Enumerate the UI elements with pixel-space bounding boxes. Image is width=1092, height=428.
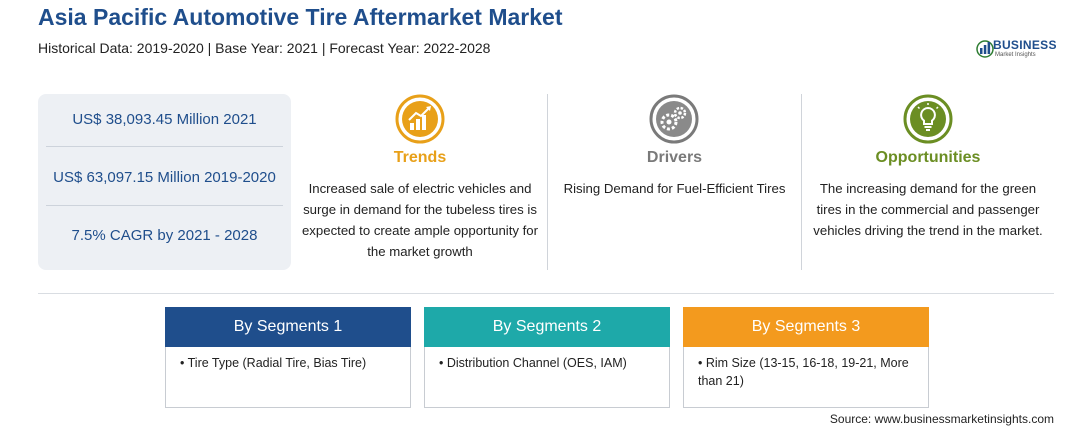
stat-market-size-historical: US$ 63,097.15 Million 2019-2020 [53, 169, 276, 186]
segment-1-heading: By Segments 1 [165, 307, 411, 347]
logo-word: BUSINESS [993, 38, 1057, 52]
column-divider [547, 94, 548, 270]
opportunities-heading: Opportunities [875, 149, 981, 166]
brand-logo: BUSINESS Market Insights [975, 36, 1065, 64]
stat-divider [46, 205, 283, 206]
segment-card-3: By Segments 3 • Rim Size (13-15, 16-18, … [683, 307, 929, 408]
stat-divider [46, 146, 283, 147]
lightbulb-icon [903, 94, 953, 144]
bar-chart-globe-icon [976, 40, 994, 58]
segment-1-item: • Tire Type (Radial Tire, Bias Tire) [180, 356, 367, 370]
stat-cagr: 7.5% CAGR by 2021 - 2028 [71, 227, 258, 244]
trend-chart-icon [395, 94, 445, 144]
source-note: Source: www.businessmarketinsights.com [829, 412, 1054, 426]
section-divider [38, 293, 1054, 294]
segment-3-heading: By Segments 3 [683, 307, 929, 347]
segment-card-2: By Segments 2 • Distribution Channel (OE… [424, 307, 670, 408]
drivers-heading: Drivers [646, 149, 703, 166]
opportunities-text: The increasing demand for the green tire… [813, 181, 1043, 238]
page-title: Asia Pacific Automotive Tire Aftermarket… [38, 4, 563, 30]
drivers-text: Rising Demand for Fuel-Efficient Tires [563, 181, 786, 196]
logo-subtext: Market Insights [995, 52, 1036, 58]
trends-text: Increased sale of electric vehicles and … [301, 181, 539, 259]
segment-2-heading: By Segments 2 [424, 307, 670, 347]
segment-3-item: • Rim Size (13-15, 16-18, 19-21, More th… [698, 356, 909, 388]
segment-2-item: • Distribution Channel (OES, IAM) [439, 356, 627, 370]
page-subtitle: Historical Data: 2019-2020 | Base Year: … [38, 40, 491, 56]
stat-market-size-2021: US$ 38,093.45 Million 2021 [72, 111, 257, 128]
segment-card-1: By Segments 1 • Tire Type (Radial Tire, … [165, 307, 411, 408]
column-divider [801, 94, 802, 270]
market-stats-panel: US$ 38,093.45 Million 2021 US$ 63,097.15… [38, 94, 291, 270]
gears-icon [649, 94, 699, 144]
trends-heading: Trends [393, 149, 447, 166]
